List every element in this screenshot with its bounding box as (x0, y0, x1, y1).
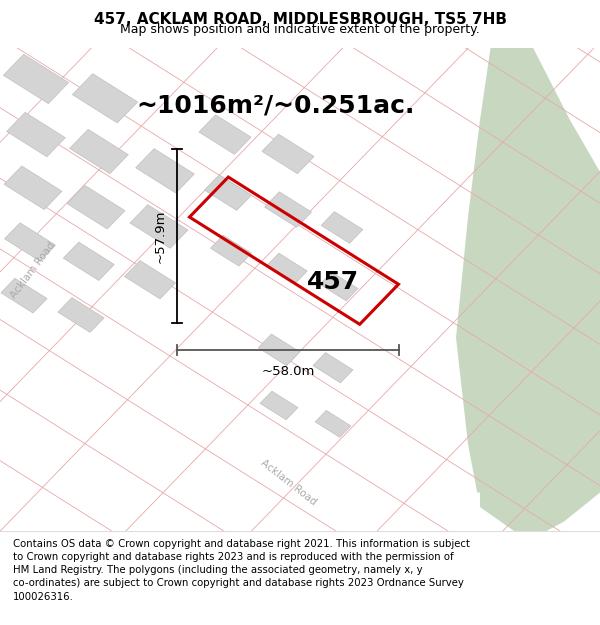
Polygon shape (320, 272, 358, 301)
Text: Acklam Road: Acklam Road (258, 458, 318, 508)
Polygon shape (73, 74, 137, 123)
Polygon shape (7, 112, 65, 157)
Polygon shape (265, 192, 311, 228)
Text: Contains OS data © Crown copyright and database right 2021. This information is : Contains OS data © Crown copyright and d… (13, 539, 470, 601)
Text: Map shows position and indicative extent of the property.: Map shows position and indicative extent… (120, 22, 480, 36)
Polygon shape (64, 242, 114, 281)
Polygon shape (260, 391, 298, 420)
Polygon shape (266, 253, 307, 284)
Text: 457: 457 (307, 270, 359, 294)
Polygon shape (321, 212, 363, 243)
Text: Acklam Road: Acklam Road (8, 240, 58, 300)
Polygon shape (1, 278, 47, 313)
Polygon shape (211, 235, 251, 266)
Polygon shape (125, 261, 175, 299)
Polygon shape (136, 149, 194, 193)
Polygon shape (67, 186, 125, 229)
Polygon shape (0, 38, 72, 144)
Polygon shape (4, 54, 68, 104)
Polygon shape (456, 38, 600, 541)
Text: ~1016m²/~0.251ac.: ~1016m²/~0.251ac. (137, 94, 415, 118)
Polygon shape (199, 115, 251, 154)
Polygon shape (58, 298, 104, 332)
Polygon shape (130, 204, 188, 248)
Text: ~58.0m: ~58.0m (262, 365, 314, 378)
Polygon shape (5, 222, 55, 261)
Polygon shape (4, 166, 62, 209)
Text: ~57.9m: ~57.9m (154, 209, 167, 263)
Polygon shape (70, 129, 128, 174)
Polygon shape (313, 352, 353, 383)
Polygon shape (262, 134, 314, 174)
Polygon shape (0, 372, 480, 541)
Polygon shape (315, 411, 351, 437)
Polygon shape (258, 334, 300, 366)
Polygon shape (205, 175, 251, 211)
Text: 457, ACKLAM ROAD, MIDDLESBROUGH, TS5 7HB: 457, ACKLAM ROAD, MIDDLESBROUGH, TS5 7HB (94, 12, 506, 27)
